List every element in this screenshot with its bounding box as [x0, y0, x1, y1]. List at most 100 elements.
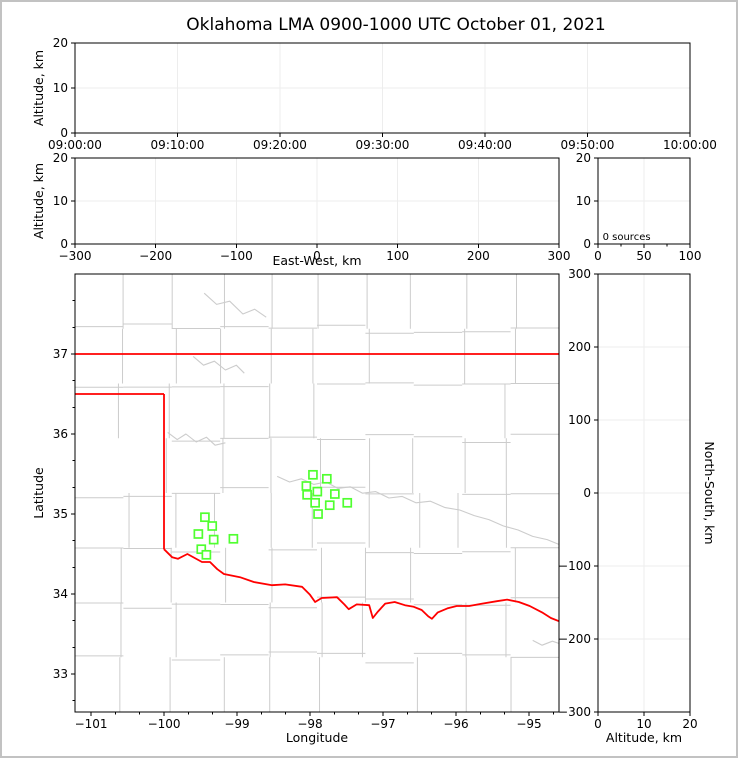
x-tick-label: 300: [548, 249, 571, 263]
x-tick-label: 09:20:00: [253, 138, 307, 152]
y-tick-label: 0: [583, 237, 591, 251]
tick-labels: −101 −100 −99 −98 −97 −96 −95 33 34 35 36 37: [53, 347, 542, 731]
x-axis-label: Altitude, km: [606, 730, 682, 745]
y-tick-label: 0: [60, 237, 68, 251]
x-tick-label: −98: [297, 717, 322, 731]
gridlines: [597, 157, 691, 245]
x-tick-label: 100: [679, 249, 702, 263]
x-tick-label: 200: [467, 249, 490, 263]
tick-marks: [71, 157, 560, 248]
panel-frame: [74, 273, 560, 713]
river-line: [203, 292, 267, 318]
tick-labels: 0 50 100 0 10 20: [576, 151, 702, 263]
x-tick-label: −97: [370, 717, 395, 731]
y-tick-label: 20: [53, 151, 68, 165]
tick-labels: 09:00:00 09:10:00 09:20:00 09:30:00 09:40:00…: [48, 36, 717, 152]
river-line: [167, 431, 226, 446]
station-marker: [321, 473, 332, 484]
y-tick-label: −200: [558, 632, 591, 646]
x-tick-label: 10: [636, 717, 651, 731]
x-tick-label: −101: [75, 717, 108, 731]
chart-title: Oklahoma LMA 0900-1000 UTC October 01, 2…: [186, 15, 606, 35]
y-tick-label: 36: [53, 427, 68, 441]
x-tick-label: 50: [636, 249, 651, 263]
station-marker: [312, 486, 323, 497]
x-tick-label: 09:50:00: [561, 138, 615, 152]
y-tick-label: −300: [558, 705, 591, 719]
y-tick-label: 20: [576, 151, 591, 165]
x-tick-label: 10:00:00: [663, 138, 717, 152]
annotation-text: 0 sources: [603, 232, 651, 243]
station-marker: [313, 509, 323, 519]
x-tick-label: −100: [148, 717, 181, 731]
x-axis-label: East-West, km: [272, 253, 361, 268]
y-tick-label: 37: [53, 347, 68, 361]
panel-altitude-histogram: 0 50 100 0 10 20 0 sources: [576, 151, 702, 263]
y-tick-label: 10: [576, 194, 591, 208]
y-tick-label: 10: [53, 81, 68, 95]
y-tick-label: 100: [568, 413, 591, 427]
tick-labels: 0 10 20 −300 −200 −100 0 100 200 300: [558, 267, 698, 731]
station-marker: [207, 521, 218, 531]
x-tick-label: 20: [682, 717, 697, 731]
y-tick-label: 10: [53, 194, 68, 208]
station-marker: [308, 469, 318, 480]
oklahoma-state-border: [163, 548, 559, 623]
y-tick-label: 0: [583, 486, 591, 500]
station-marker: [301, 481, 312, 491]
station-marker: [200, 512, 210, 523]
station-marker: [329, 489, 340, 499]
station-marker: [228, 533, 239, 544]
tick-marks: [594, 273, 691, 716]
x-tick-label: −96: [443, 717, 468, 731]
y-tick-label: 300: [568, 267, 591, 281]
gridlines: [597, 273, 691, 713]
map-layers: [75, 274, 559, 712]
y-axis-label: Latitude: [31, 467, 46, 519]
y-tick-label: 35: [53, 507, 68, 521]
x-tick-label: 09:30:00: [356, 138, 410, 152]
panel-map: −101 −100 −99 −98 −97 −96 −95 33 34 35 36 37 Longitu…: [31, 273, 560, 745]
x-tick-label: −100: [220, 249, 253, 263]
river-line: [192, 355, 245, 374]
tick-marks: [71, 42, 691, 137]
river-line: [276, 475, 559, 545]
y-axis-label: North-South, km: [702, 441, 717, 544]
tick-marks: [594, 157, 691, 248]
panel-northsouth-altitude: 0 10 20 −300 −200 −100 0 100 200 300 Altitude, km N…: [558, 267, 717, 745]
y-axis-label: Altitude, km: [31, 163, 46, 239]
tick-labels: −300 −200 −100 0 100 200 300 0 10 20: [53, 151, 571, 263]
y-tick-label: 200: [568, 340, 591, 354]
x-tick-label: −99: [224, 717, 249, 731]
x-tick-label: 09:10:00: [151, 138, 205, 152]
station-marker: [342, 497, 353, 508]
x-tick-label: −200: [139, 249, 172, 263]
lma-station-markers: [193, 469, 353, 560]
y-tick-label: −100: [558, 559, 591, 573]
y-tick-label: 33: [53, 667, 68, 681]
x-tick-label: 100: [386, 249, 409, 263]
y-axis-label: Altitude, km: [31, 50, 46, 126]
station-marker: [201, 549, 212, 560]
station-marker: [310, 497, 320, 508]
station-marker: [196, 544, 207, 555]
x-tick-label: 0: [594, 717, 602, 731]
station-marker: [324, 500, 335, 511]
panel-time-altitude: 09:00:00 09:10:00 09:20:00 09:30:00 09:40:00…: [31, 36, 717, 152]
x-tick-label: 0: [594, 249, 602, 263]
x-axis-label: Longitude: [286, 730, 348, 745]
station-marker: [208, 534, 219, 545]
x-tick-label: 09:40:00: [458, 138, 512, 152]
y-tick-label: 20: [53, 36, 68, 50]
x-tick-label: −300: [59, 249, 92, 263]
river-line: [532, 639, 559, 646]
x-tick-label: 0: [313, 249, 321, 263]
station-marker: [302, 489, 312, 500]
county-boundaries: [75, 274, 559, 712]
y-tick-label: 0: [60, 126, 68, 140]
station-marker: [193, 529, 204, 539]
panel-eastwest-altitude: −300 −200 −100 0 100 200 300 0 10 20 East-West, km…: [31, 151, 570, 268]
tick-marks: [71, 300, 554, 716]
